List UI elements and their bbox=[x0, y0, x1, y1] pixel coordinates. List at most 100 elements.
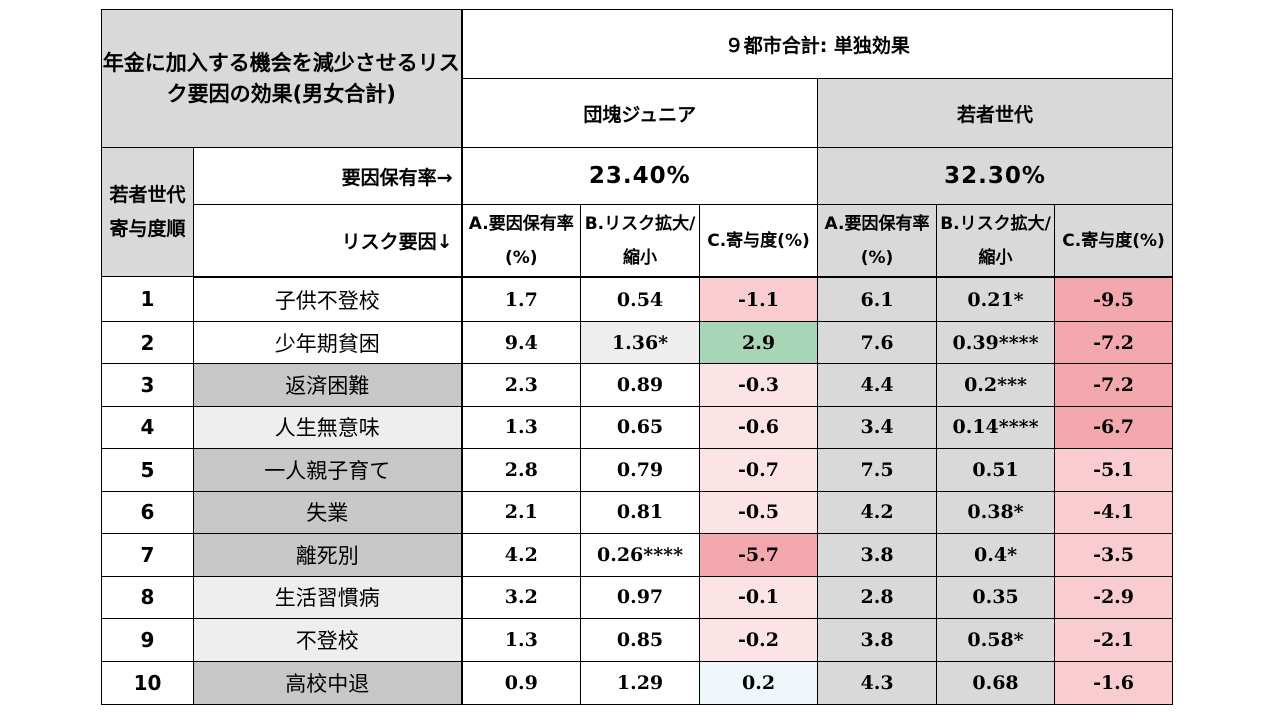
table-row: 4 人生無意味 1.3 0.65 -0.6 3.4 0.14**** -6.7 bbox=[101, 405, 1174, 449]
rank-cell: 6 bbox=[101, 490, 194, 534]
group1-contribution: 0.2 bbox=[699, 660, 819, 706]
risk-factor-name: 少年期貧困 bbox=[192, 321, 463, 365]
group2-risk-ratio: 0.35 bbox=[936, 575, 1056, 619]
group2-risk-ratio: 0.68 bbox=[936, 660, 1056, 706]
risk-factor-name: 返済困難 bbox=[192, 363, 463, 407]
group1-prevalence: 9.4 bbox=[461, 321, 582, 365]
risk-factor-name: 不登校 bbox=[192, 617, 463, 662]
table-row: 10 高校中退 0.9 1.29 0.2 4.3 0.68 -1.6 bbox=[101, 660, 1174, 706]
group2-prevalence: 7.5 bbox=[817, 447, 938, 492]
table-row: 3 返済困難 2.3 0.89 -0.3 4.4 0.2*** -7.2 bbox=[101, 363, 1174, 407]
rank-cell: 5 bbox=[101, 447, 194, 492]
group2-header: 若者世代 bbox=[817, 78, 1174, 149]
risk-factor-name: 子供不登校 bbox=[192, 276, 463, 323]
header-main: ９都市合計: 単独効果 bbox=[461, 8, 1174, 80]
group2-prevalence: 4.3 bbox=[817, 660, 938, 706]
group2-prevalence: 4.2 bbox=[817, 490, 938, 534]
group2-risk-ratio: 0.58* bbox=[936, 617, 1056, 662]
group2-prevalence: 3.4 bbox=[817, 405, 938, 449]
group2-contribution: -5.1 bbox=[1054, 447, 1174, 492]
group2-risk-ratio: 0.14**** bbox=[936, 405, 1056, 449]
group2-prevalence: 6.1 bbox=[817, 276, 938, 323]
group2-prevalence: 7.6 bbox=[817, 321, 938, 365]
group1-contribution: 2.9 bbox=[699, 321, 819, 365]
group1-risk-ratio: 1.29 bbox=[580, 660, 701, 706]
table-row: 5 一人親子育て 2.8 0.79 -0.7 7.5 0.51 -5.1 bbox=[101, 447, 1174, 492]
table-row: 2 少年期貧困 9.4 1.36* 2.9 7.6 0.39**** -7.2 bbox=[101, 321, 1174, 365]
table-row: 6 失業 2.1 0.81 -0.5 4.2 0.38* -4.1 bbox=[101, 490, 1174, 534]
group2-risk-ratio: 0.39**** bbox=[936, 321, 1056, 365]
group1-risk-ratio: 0.79 bbox=[580, 447, 701, 492]
prevalence-group1: 23.40% bbox=[461, 147, 819, 206]
risk-factor-name: 高校中退 bbox=[192, 660, 463, 706]
col-b-header: B.リスク拡大/縮小 bbox=[580, 204, 701, 278]
group2-risk-ratio: 0.2*** bbox=[936, 363, 1056, 407]
risk-factor-name: 失業 bbox=[192, 490, 463, 534]
group1-risk-ratio: 0.81 bbox=[580, 490, 701, 534]
rank-header: 若者世代寄与度順 bbox=[101, 147, 194, 278]
risk-factor-label: リスク要因↓ bbox=[192, 204, 463, 278]
risk-factor-name: 離死別 bbox=[192, 532, 463, 577]
group2-prevalence: 3.8 bbox=[817, 532, 938, 577]
group1-risk-ratio: 0.26**** bbox=[580, 532, 701, 577]
col-a-header: A.要因保有率(%) bbox=[461, 204, 582, 278]
col-c-header: C.寄与度(%) bbox=[699, 204, 819, 278]
group1-prevalence: 1.7 bbox=[461, 276, 582, 323]
prevalence-group2: 32.30% bbox=[817, 147, 1174, 206]
table-title: 年金に加入する機会を減少させるリスク要因の効果(男女合計) bbox=[100, 8, 463, 149]
group2-contribution: -1.6 bbox=[1054, 660, 1174, 706]
table-row: 9 不登校 1.3 0.85 -0.2 3.8 0.58* -2.1 bbox=[101, 617, 1174, 662]
group2-contribution: -2.9 bbox=[1054, 575, 1174, 619]
group1-prevalence: 0.9 bbox=[461, 660, 582, 706]
group1-contribution: -5.7 bbox=[699, 532, 819, 577]
rank-cell: 9 bbox=[101, 617, 194, 662]
group1-contribution: -0.5 bbox=[699, 490, 819, 534]
group2-contribution: -2.1 bbox=[1054, 617, 1174, 662]
group1-risk-ratio: 1.36* bbox=[580, 321, 701, 365]
group1-risk-ratio: 0.54 bbox=[580, 276, 701, 323]
group1-contribution: -0.3 bbox=[699, 363, 819, 407]
col-b-header: B.リスク拡大/縮小 bbox=[936, 204, 1056, 278]
table-row: 8 生活習慣病 3.2 0.97 -0.1 2.8 0.35 -2.9 bbox=[101, 575, 1174, 619]
prevalence-label: 要因保有率→ bbox=[192, 147, 463, 206]
col-a-header: A.要因保有率(%) bbox=[817, 204, 938, 278]
group1-risk-ratio: 0.97 bbox=[580, 575, 701, 619]
table-row: 1 子供不登校 1.7 0.54 -1.1 6.1 0.21* -9.5 bbox=[101, 276, 1174, 323]
group2-contribution: -4.1 bbox=[1054, 490, 1174, 534]
table-row: 7 離死別 4.2 0.26**** -5.7 3.8 0.4* -3.5 bbox=[101, 532, 1174, 577]
group1-prevalence: 2.8 bbox=[461, 447, 582, 492]
rank-cell: 3 bbox=[101, 363, 194, 407]
rank-cell: 10 bbox=[101, 660, 194, 706]
group1-risk-ratio: 0.65 bbox=[580, 405, 701, 449]
risk-factor-name: 人生無意味 bbox=[192, 405, 463, 449]
group1-prevalence: 4.2 bbox=[461, 532, 582, 577]
group2-risk-ratio: 0.38* bbox=[936, 490, 1056, 534]
group1-risk-ratio: 0.89 bbox=[580, 363, 701, 407]
risk-factor-name: 一人親子育て bbox=[192, 447, 463, 492]
risk-factor-name: 生活習慣病 bbox=[192, 575, 463, 619]
group2-prevalence: 4.4 bbox=[817, 363, 938, 407]
group1-contribution: -0.7 bbox=[699, 447, 819, 492]
group2-risk-ratio: 0.21* bbox=[936, 276, 1056, 323]
rank-cell: 8 bbox=[101, 575, 194, 619]
group1-header: 団塊ジュニア bbox=[461, 78, 819, 149]
col-c-header: C.寄与度(%) bbox=[1054, 204, 1174, 278]
group2-risk-ratio: 0.51 bbox=[936, 447, 1056, 492]
group2-contribution: -7.2 bbox=[1054, 321, 1174, 365]
group1-contribution: -1.1 bbox=[699, 276, 819, 323]
rank-cell: 1 bbox=[101, 276, 194, 323]
group1-contribution: -0.1 bbox=[699, 575, 819, 619]
risk-factor-table: 年金に加入する機会を減少させるリスク要因の効果(男女合計) ９都市合計: 単独効… bbox=[100, 8, 1174, 706]
group2-contribution: -9.5 bbox=[1054, 276, 1174, 323]
group1-prevalence: 1.3 bbox=[461, 617, 582, 662]
group1-prevalence: 2.1 bbox=[461, 490, 582, 534]
group1-prevalence: 3.2 bbox=[461, 575, 582, 619]
group2-contribution: -6.7 bbox=[1054, 405, 1174, 449]
group2-contribution: -3.5 bbox=[1054, 532, 1174, 577]
group2-risk-ratio: 0.4* bbox=[936, 532, 1056, 577]
group2-prevalence: 2.8 bbox=[817, 575, 938, 619]
group2-prevalence: 3.8 bbox=[817, 617, 938, 662]
rank-cell: 4 bbox=[101, 405, 194, 449]
group1-prevalence: 2.3 bbox=[461, 363, 582, 407]
rank-cell: 7 bbox=[101, 532, 194, 577]
